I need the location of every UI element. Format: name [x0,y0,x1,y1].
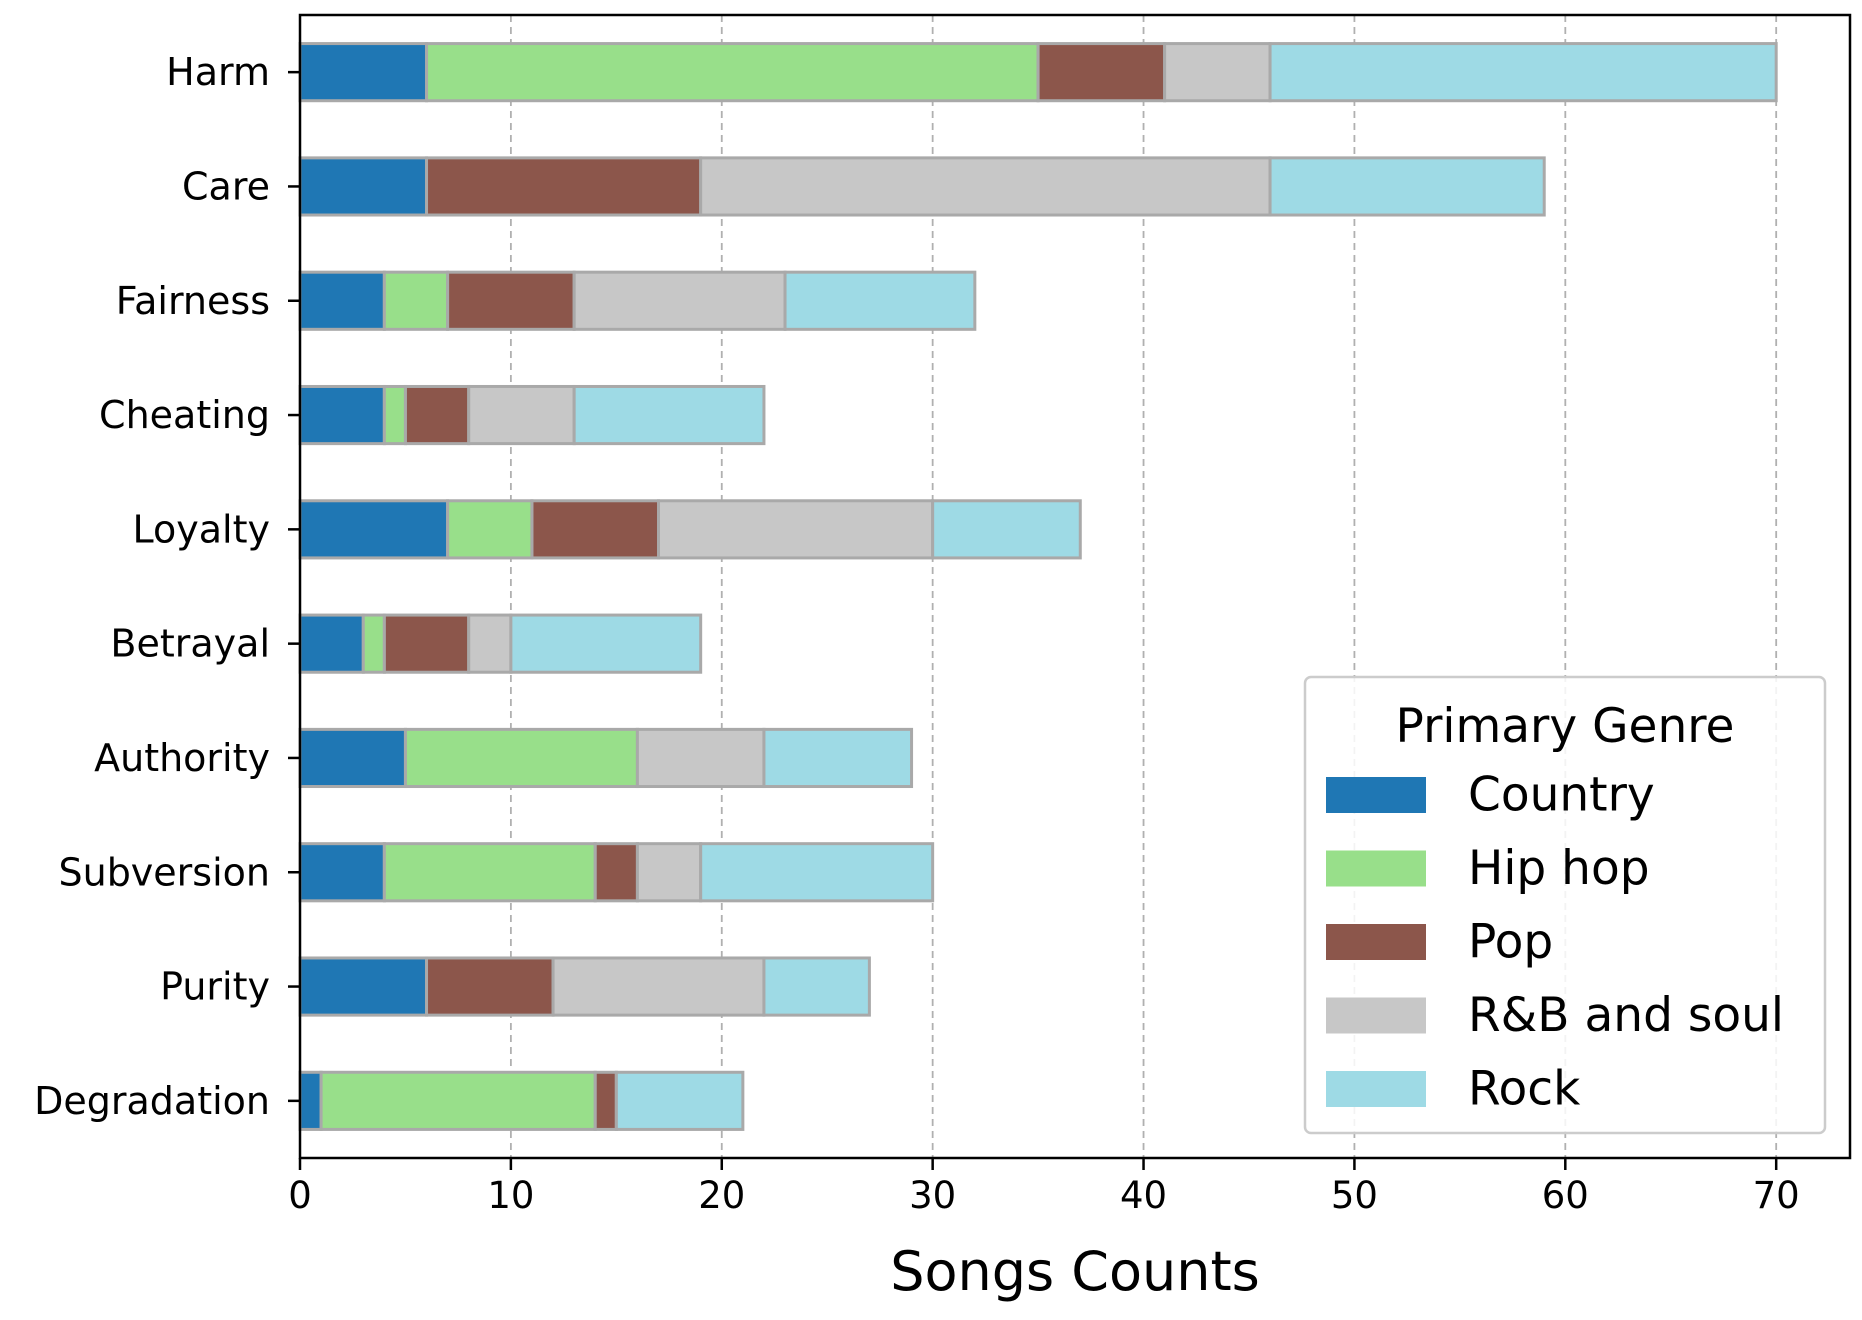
bar-subversion-country [298,842,386,903]
bar-fairness-hip-hop [382,270,450,331]
bar-subversion-randb-and-soul [635,842,703,903]
bar-harm-pop [1036,42,1167,103]
bar-loyalty-randb-and-soul [657,499,935,560]
bar-betrayal-rock [509,613,703,674]
bar-harm-rock [1268,42,1778,103]
bar-degradation-country [298,1070,323,1131]
bar-authority-country [298,727,407,789]
bar-cheating-country [298,384,386,446]
bar-authority-hip-hop [403,727,639,789]
bar-harm-randb-and-soul [1163,42,1272,103]
bar-purity-rock [762,956,871,1017]
bars [298,42,1778,1131]
bar-cheating-pop [403,384,471,446]
bar-loyalty-rock [931,499,1082,560]
x-tick-label-10: 10 [487,1174,534,1217]
x-axis-title: Songs Counts [890,1240,1260,1303]
legend-label-country: Country [1468,768,1655,823]
legend-label-hip-hop: Hip hop [1468,841,1650,896]
bar-loyalty-country [298,499,450,560]
x-tick-label-20: 20 [698,1174,745,1217]
legend-swatch-hip-hop [1326,850,1426,887]
bar-fairness-randb-and-soul [572,270,787,331]
legend-swatch-randb-and-soul [1326,997,1426,1034]
bar-harm-hip-hop [425,42,1040,103]
legend-items: Country Hip hop Pop R&B and soul Rock [1326,768,1784,1117]
bar-care-randb-and-soul [699,156,1272,217]
bar-loyalty-hip-hop [446,499,534,560]
bar-harm-country [298,42,429,103]
y-tick-label-care: Care [182,164,270,208]
axis-ticks: Harm Care Fairness Cheating Loyalty Betrayal A… [34,50,1800,1217]
bar-purity-randb-and-soul [551,956,766,1017]
bar-care-country [298,156,429,217]
y-tick-label-betrayal: Betrayal [110,622,270,666]
bar-loyalty-pop [530,499,661,560]
x-tick-label-0: 0 [288,1174,312,1217]
bar-care-pop [425,156,703,217]
x-tick-label-50: 50 [1331,1174,1378,1217]
legend-swatch-country [1326,777,1426,813]
x-tick-label-70: 70 [1753,1174,1800,1217]
legend-title: Primary Genre [1396,699,1735,754]
bar-subversion-hip-hop [382,842,597,903]
bar-degradation-pop [593,1070,618,1131]
plot-frame [298,13,1852,1160]
bar-degradation-rock [614,1070,745,1131]
bar-fairness-rock [783,270,977,331]
bar-cheating-hip-hop [382,384,407,446]
bar-fairness-pop [446,270,576,331]
bar-betrayal-pop [382,613,471,674]
legend-label-rock: Rock [1468,1062,1581,1117]
bar-fairness-country [298,270,386,331]
x-tick-label-40: 40 [1120,1174,1167,1217]
bar-authority-rock [762,727,914,789]
bar-betrayal-hip-hop [361,613,386,674]
y-tick-label-harm: Harm [166,50,270,94]
bar-subversion-rock [699,842,935,903]
bar-purity-country [298,956,429,1017]
bar-authority-randb-and-soul [635,727,766,789]
bar-betrayal-randb-and-soul [467,613,513,674]
bar-betrayal-country [298,613,365,674]
y-tick-label-loyalty: Loyalty [133,507,270,551]
legend-swatch-rock [1326,1071,1426,1107]
y-tick-label-fairness: Fairness [116,279,270,323]
y-tick-label-subversion: Subversion [58,850,270,894]
y-tick-label-purity: Purity [160,965,270,1009]
legend-label-randb-and-soul: R&B and soul [1468,988,1784,1043]
y-tick-label-cheating: Cheating [99,393,270,437]
x-tick-label-30: 30 [909,1174,956,1217]
legend-swatch-pop [1326,924,1426,960]
bar-degradation-hip-hop [319,1070,597,1131]
x-tick-label-60: 60 [1542,1174,1589,1217]
legend: Primary Genre Country Hip hop Pop R&B and s… [1303,675,1827,1135]
bar-cheating-rock [572,384,766,446]
bar-subversion-pop [593,842,639,903]
bar-purity-pop [425,956,555,1017]
legend-label-pop: Pop [1468,915,1553,970]
legend-box [1303,675,1827,1135]
y-tick-label-authority: Authority [94,736,270,780]
bar-care-rock [1268,156,1546,217]
y-tick-label-degradation: Degradation [34,1079,270,1123]
bar-cheating-randb-and-soul [467,384,576,446]
